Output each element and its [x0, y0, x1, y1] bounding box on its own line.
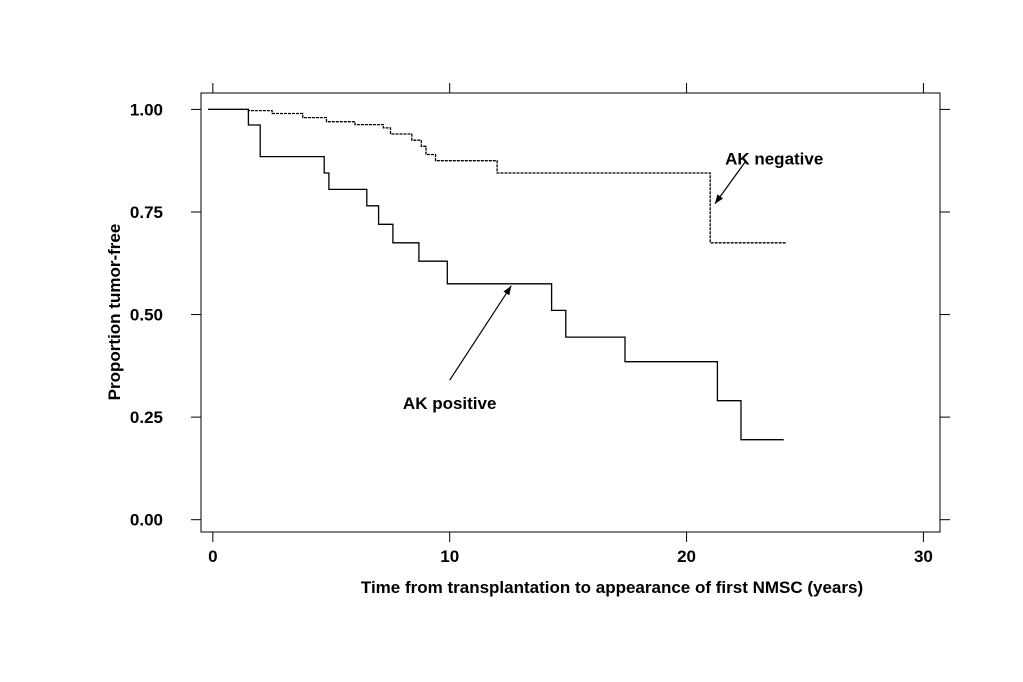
y-tick-label: 0.50	[130, 306, 163, 325]
x-axis-title: Time from transplantation to appearance …	[361, 578, 863, 597]
x-tick-label: 20	[677, 547, 696, 566]
plot-border	[200, 92, 941, 533]
y-tick-label: 0.25	[130, 408, 163, 427]
annotation-arrow-head	[503, 285, 512, 296]
y-axis: 0.00 0.25 0.50 0.75 1.00	[130, 100, 950, 530]
y-tick-label: 0.75	[130, 203, 163, 222]
annotation-layer: AK negative AK positive	[403, 150, 823, 413]
annotation-label-ak-positive: AK positive	[403, 394, 497, 413]
x-tick-label: 10	[440, 547, 459, 566]
series-layer	[208, 108, 786, 441]
y-axis-title: Proportion tumor-free	[105, 224, 124, 401]
x-tick-label: 30	[914, 547, 933, 566]
y-tick-label: 1.00	[130, 100, 163, 119]
x-tick-label: 0	[208, 547, 217, 566]
series-line-ak-negative	[208, 108, 786, 244]
x-axis: 0 10 20 30	[208, 83, 933, 566]
plot-frame	[200, 92, 941, 533]
series-line-ak-positive	[208, 108, 784, 441]
annotation-arrow-shaft	[449, 285, 512, 381]
annotation-arrow-head	[714, 194, 724, 204]
y-tick-label: 0.00	[130, 511, 163, 530]
annotation-label-ak-negative: AK negative	[725, 150, 823, 169]
